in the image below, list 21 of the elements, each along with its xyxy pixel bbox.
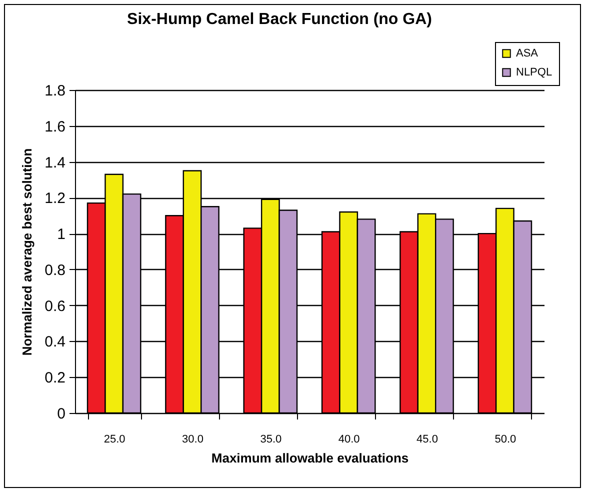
- x-tick-label: 35.0: [260, 434, 282, 446]
- x-tick-label: 30.0: [182, 434, 204, 446]
- legend-label: NLPQL: [516, 66, 552, 78]
- y-tick-label: 1.4: [44, 154, 66, 172]
- y-tick-label: 1.8: [44, 82, 66, 100]
- y-axis-title: Normalized average best solution: [20, 148, 35, 356]
- y-tick-label: 0.6: [44, 298, 66, 315]
- x-axis-title: Maximum allowable evaluations: [211, 450, 409, 466]
- y-tick-label: 0.8: [44, 262, 66, 279]
- chart-title: Six-Hump Camel Back Function (no GA): [127, 11, 432, 28]
- x-tick-label: 50.0: [494, 434, 516, 446]
- y-tick-label: 1: [57, 226, 66, 244]
- y-tick-label: 0.4: [44, 334, 66, 351]
- y-tick-label: 1.2: [44, 190, 66, 208]
- x-tick-label: 40.0: [338, 434, 360, 446]
- x-tick-label: 45.0: [416, 434, 438, 446]
- legend-label: ASA: [516, 48, 539, 60]
- y-tick-label: 1.6: [44, 118, 66, 136]
- y-tick-label: 0: [57, 406, 66, 422]
- y-tick-label: 0.2: [44, 370, 66, 387]
- x-tick-label: 25.0: [104, 434, 126, 446]
